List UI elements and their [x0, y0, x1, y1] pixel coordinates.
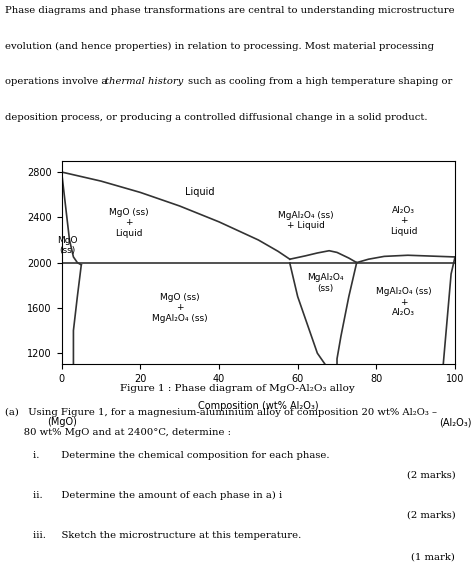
Text: Al₂O₃
+
Liquid: Al₂O₃ + Liquid — [390, 206, 418, 235]
Text: such as cooling from a high temperature shaping or: such as cooling from a high temperature … — [184, 77, 452, 86]
Text: deposition process, or producing a controlled diffusional change in a solid prod: deposition process, or producing a contr… — [5, 113, 427, 122]
Text: (2 marks): (2 marks) — [407, 471, 456, 480]
Text: MgAl₂O₄ (ss)
+
Al₂O₃: MgAl₂O₄ (ss) + Al₂O₃ — [376, 288, 432, 317]
Text: evolution (and hence properties) in relation to processing. Most material proces: evolution (and hence properties) in rela… — [5, 41, 434, 51]
Text: i.       Determine the chemical composition for each phase.: i. Determine the chemical composition fo… — [33, 451, 329, 460]
Text: Phase diagrams and phase transformations are central to understanding microstruc: Phase diagrams and phase transformations… — [5, 6, 455, 15]
Text: (2 marks): (2 marks) — [407, 511, 456, 519]
Text: MgO (ss)
+
MgAl₂O₄ (ss): MgO (ss) + MgAl₂O₄ (ss) — [152, 293, 208, 323]
Text: ii.      Determine the amount of each phase in a) i: ii. Determine the amount of each phase i… — [33, 491, 282, 500]
Text: 80 wt% MgO and at 2400°C, determine :: 80 wt% MgO and at 2400°C, determine : — [5, 428, 231, 436]
Text: iii.     Sketch the microstructure at this temperature.: iii. Sketch the microstructure at this t… — [33, 531, 301, 540]
Text: MgO (ss)
+
Liquid: MgO (ss) + Liquid — [109, 208, 148, 238]
Text: (MgO): (MgO) — [46, 417, 77, 428]
Text: (1 mark): (1 mark) — [411, 552, 456, 561]
Text: (Al₂O₃): (Al₂O₃) — [439, 417, 471, 428]
Text: Liquid: Liquid — [184, 188, 214, 197]
Text: MgO
(ss): MgO (ss) — [57, 236, 78, 255]
Text: Figure 1 : Phase diagram of MgO-Al₂O₃ alloy: Figure 1 : Phase diagram of MgO-Al₂O₃ al… — [119, 385, 355, 393]
Text: MgAl₂O₄ (ss)
+ Liquid: MgAl₂O₄ (ss) + Liquid — [278, 211, 333, 230]
Text: thermal history: thermal history — [105, 77, 183, 86]
Text: MgAl₂O₄
(ss): MgAl₂O₄ (ss) — [307, 273, 344, 293]
Text: Composition (wt% Al₂O₃): Composition (wt% Al₂O₃) — [198, 401, 319, 411]
Text: operations involve a: operations involve a — [5, 77, 110, 86]
Text: (a)   Using Figure 1, for a magnesium-aluminium alloy of composition 20 wt% Al₂O: (a) Using Figure 1, for a magnesium-alum… — [5, 408, 437, 417]
